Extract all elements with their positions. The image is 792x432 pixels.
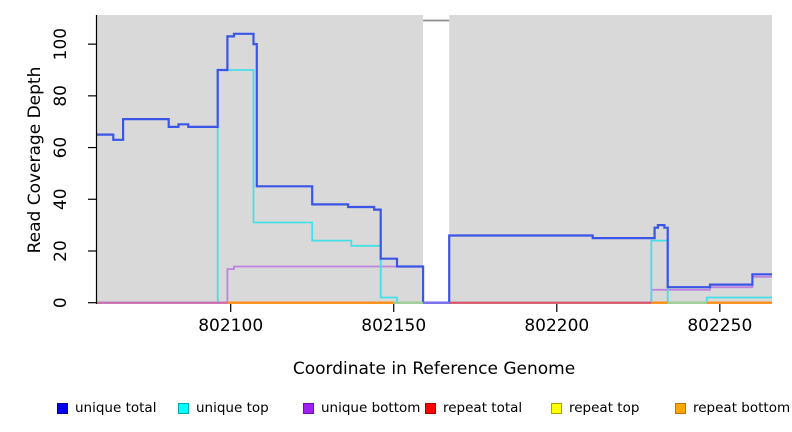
y-axis-title: Read Coverage Depth xyxy=(25,66,45,254)
x-tick-label: 802250 xyxy=(687,316,752,336)
x-tick-label: 802200 xyxy=(524,316,589,336)
y-tick-label: 20 xyxy=(51,240,71,262)
x-tick-label: 802150 xyxy=(361,316,426,336)
y-tick-label: 100 xyxy=(51,28,71,60)
y-tick-label: 40 xyxy=(51,188,71,210)
series-line-unique-top xyxy=(97,69,772,304)
y-tick-label: 60 xyxy=(51,137,71,159)
x-axis-title: Coordinate in Reference Genome xyxy=(292,359,576,379)
masked-region-band xyxy=(423,15,450,304)
series-line-unique-total xyxy=(97,32,772,304)
y-tick-label: 80 xyxy=(51,85,71,107)
x-tick-label: 802100 xyxy=(198,316,263,336)
y-tick-label: 0 xyxy=(51,297,71,308)
